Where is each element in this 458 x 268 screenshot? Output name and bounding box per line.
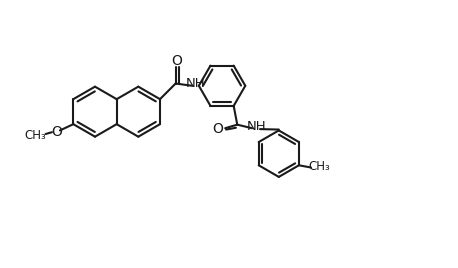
Text: NH: NH (247, 120, 266, 133)
Text: NH: NH (186, 77, 206, 90)
Text: O: O (213, 122, 224, 136)
Text: O: O (171, 54, 182, 68)
Text: CH₃: CH₃ (24, 129, 46, 142)
Text: O: O (51, 125, 62, 139)
Text: CH₃: CH₃ (308, 160, 330, 173)
